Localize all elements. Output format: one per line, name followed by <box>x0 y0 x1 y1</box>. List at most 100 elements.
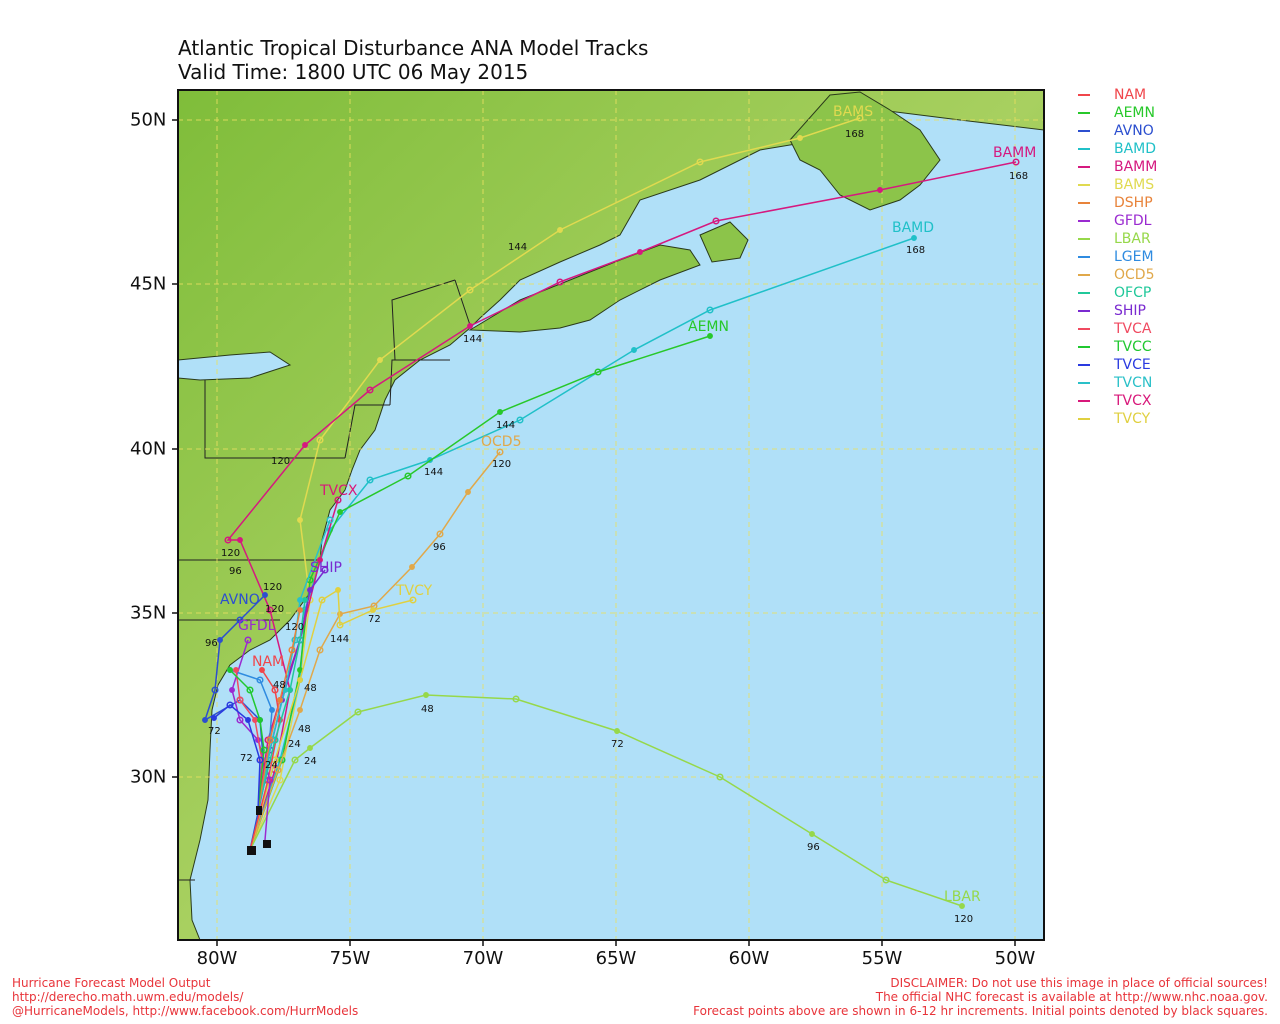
legend-swatch <box>1078 148 1090 150</box>
lon-label: 50W <box>994 948 1036 969</box>
legend-swatch <box>1078 418 1090 420</box>
track-point <box>244 636 252 644</box>
track-point <box>317 557 323 563</box>
footer-line: DISCLAIMER: Do not use this image in pla… <box>890 976 1268 990</box>
track-point <box>233 667 239 673</box>
track-point <box>262 592 268 598</box>
legend-label: AVNO <box>1114 123 1154 139</box>
track-point <box>614 728 620 734</box>
hour-label: 48 <box>421 704 434 715</box>
track-point <box>226 701 234 709</box>
track-point <box>336 621 344 629</box>
footer-link[interactable]: @HurricaneModels, http://www.facebook.co… <box>12 1004 359 1018</box>
track-point <box>370 607 376 613</box>
track-point <box>882 876 890 884</box>
legend-label: NAM <box>1114 87 1147 103</box>
track-label-ship: SHIP <box>310 560 342 576</box>
legend-swatch <box>1078 364 1090 366</box>
legend-item-ocd5: OCD5 <box>1078 266 1157 284</box>
hour-label: 48 <box>298 724 311 735</box>
track-point <box>256 676 264 684</box>
track-point <box>712 217 720 225</box>
legend-swatch <box>1078 310 1090 312</box>
legend-item-tvcn: TVCN <box>1078 374 1157 392</box>
track-point <box>236 616 244 624</box>
legend-item-lbar: LBAR <box>1078 230 1157 248</box>
track-point <box>245 717 251 723</box>
legend-swatch <box>1078 400 1090 402</box>
chart-title: Atlantic Tropical Disturbance ANA Model … <box>178 36 649 60</box>
legend-item-bamd: BAMD <box>1078 140 1157 158</box>
track-label-aemn: AEMN <box>688 319 729 335</box>
track-point <box>637 249 643 255</box>
lon-label: 70W <box>462 948 504 969</box>
track-point <box>716 773 724 781</box>
legend-label: OFCP <box>1114 285 1152 301</box>
track-point <box>297 707 303 713</box>
legend-item-dshp: DSHP <box>1078 194 1157 212</box>
legend-label: LBAR <box>1114 231 1151 247</box>
footer-line: The official NHC forecast is available a… <box>875 990 1268 1004</box>
track-bams <box>249 117 861 851</box>
footer-line: Hurricane Forecast Model Output <box>12 976 211 990</box>
track-point <box>259 667 265 673</box>
footer-credits: Hurricane Forecast Model Output http://d… <box>12 976 358 1018</box>
legend-label: BAMD <box>1114 141 1157 157</box>
track-point <box>409 596 417 604</box>
track-point <box>252 717 258 723</box>
lat-label: 35N <box>130 602 167 624</box>
track-label-bamd: BAMD <box>892 220 934 236</box>
track-label-gfdl: GFDL <box>238 618 276 634</box>
lon-label: 55W <box>861 948 903 969</box>
track-point <box>465 489 471 495</box>
hour-label: 96 <box>807 842 820 853</box>
hour-label: 48 <box>304 683 317 694</box>
track-point <box>334 496 342 504</box>
track-point <box>409 564 415 570</box>
track-point <box>877 187 883 193</box>
hour-label: 144 <box>463 334 482 345</box>
legend-label: DSHP <box>1114 195 1153 211</box>
hour-label: 72 <box>611 739 624 750</box>
legend-label: OCD5 <box>1114 267 1155 283</box>
track-point <box>557 227 563 233</box>
hour-label: 120 <box>954 914 973 925</box>
track-point <box>227 667 233 673</box>
track-point <box>260 746 268 754</box>
track-point <box>297 677 303 683</box>
track-point <box>291 756 299 764</box>
track-point <box>302 597 308 603</box>
lon-label: 60W <box>728 948 770 969</box>
legend-swatch <box>1078 274 1090 276</box>
legend-label: SHIP <box>1114 303 1146 319</box>
hour-label: 120 <box>263 582 282 593</box>
track-point <box>377 357 383 363</box>
track-point <box>211 686 219 694</box>
hour-label: 96 <box>433 542 446 553</box>
model-legend: NAM AEMN AVNO BAMD BAMM BAMS DSHP GFDL LBAR LGEM O… <box>1078 86 1157 428</box>
hour-label: 24 <box>265 760 278 771</box>
track-point <box>297 607 303 613</box>
legend-label: BAMS <box>1114 177 1155 193</box>
track-label-tvcy: TVCY <box>395 583 433 599</box>
track-point <box>594 368 602 376</box>
track-point <box>436 530 444 538</box>
legend-swatch <box>1078 382 1090 384</box>
track-point <box>224 536 232 544</box>
footer-link[interactable]: http://derecho.math.uwm.edu/models/ <box>12 990 244 1004</box>
lat-label: 45N <box>130 273 167 295</box>
track-point <box>318 596 326 604</box>
legend-item-avno: AVNO <box>1078 122 1157 140</box>
lat-label: 50N <box>130 109 167 131</box>
legend-label: TVCY <box>1114 411 1151 427</box>
hour-label: 168 <box>906 245 925 256</box>
track-point <box>277 697 283 703</box>
track-label-tvcx: TVCX <box>319 483 358 499</box>
track-tvcn <box>257 519 331 811</box>
track-point <box>302 442 308 448</box>
track-point <box>512 695 520 703</box>
lon-label: 65W <box>595 948 637 969</box>
track-point <box>809 831 815 837</box>
legend-swatch <box>1078 220 1090 222</box>
